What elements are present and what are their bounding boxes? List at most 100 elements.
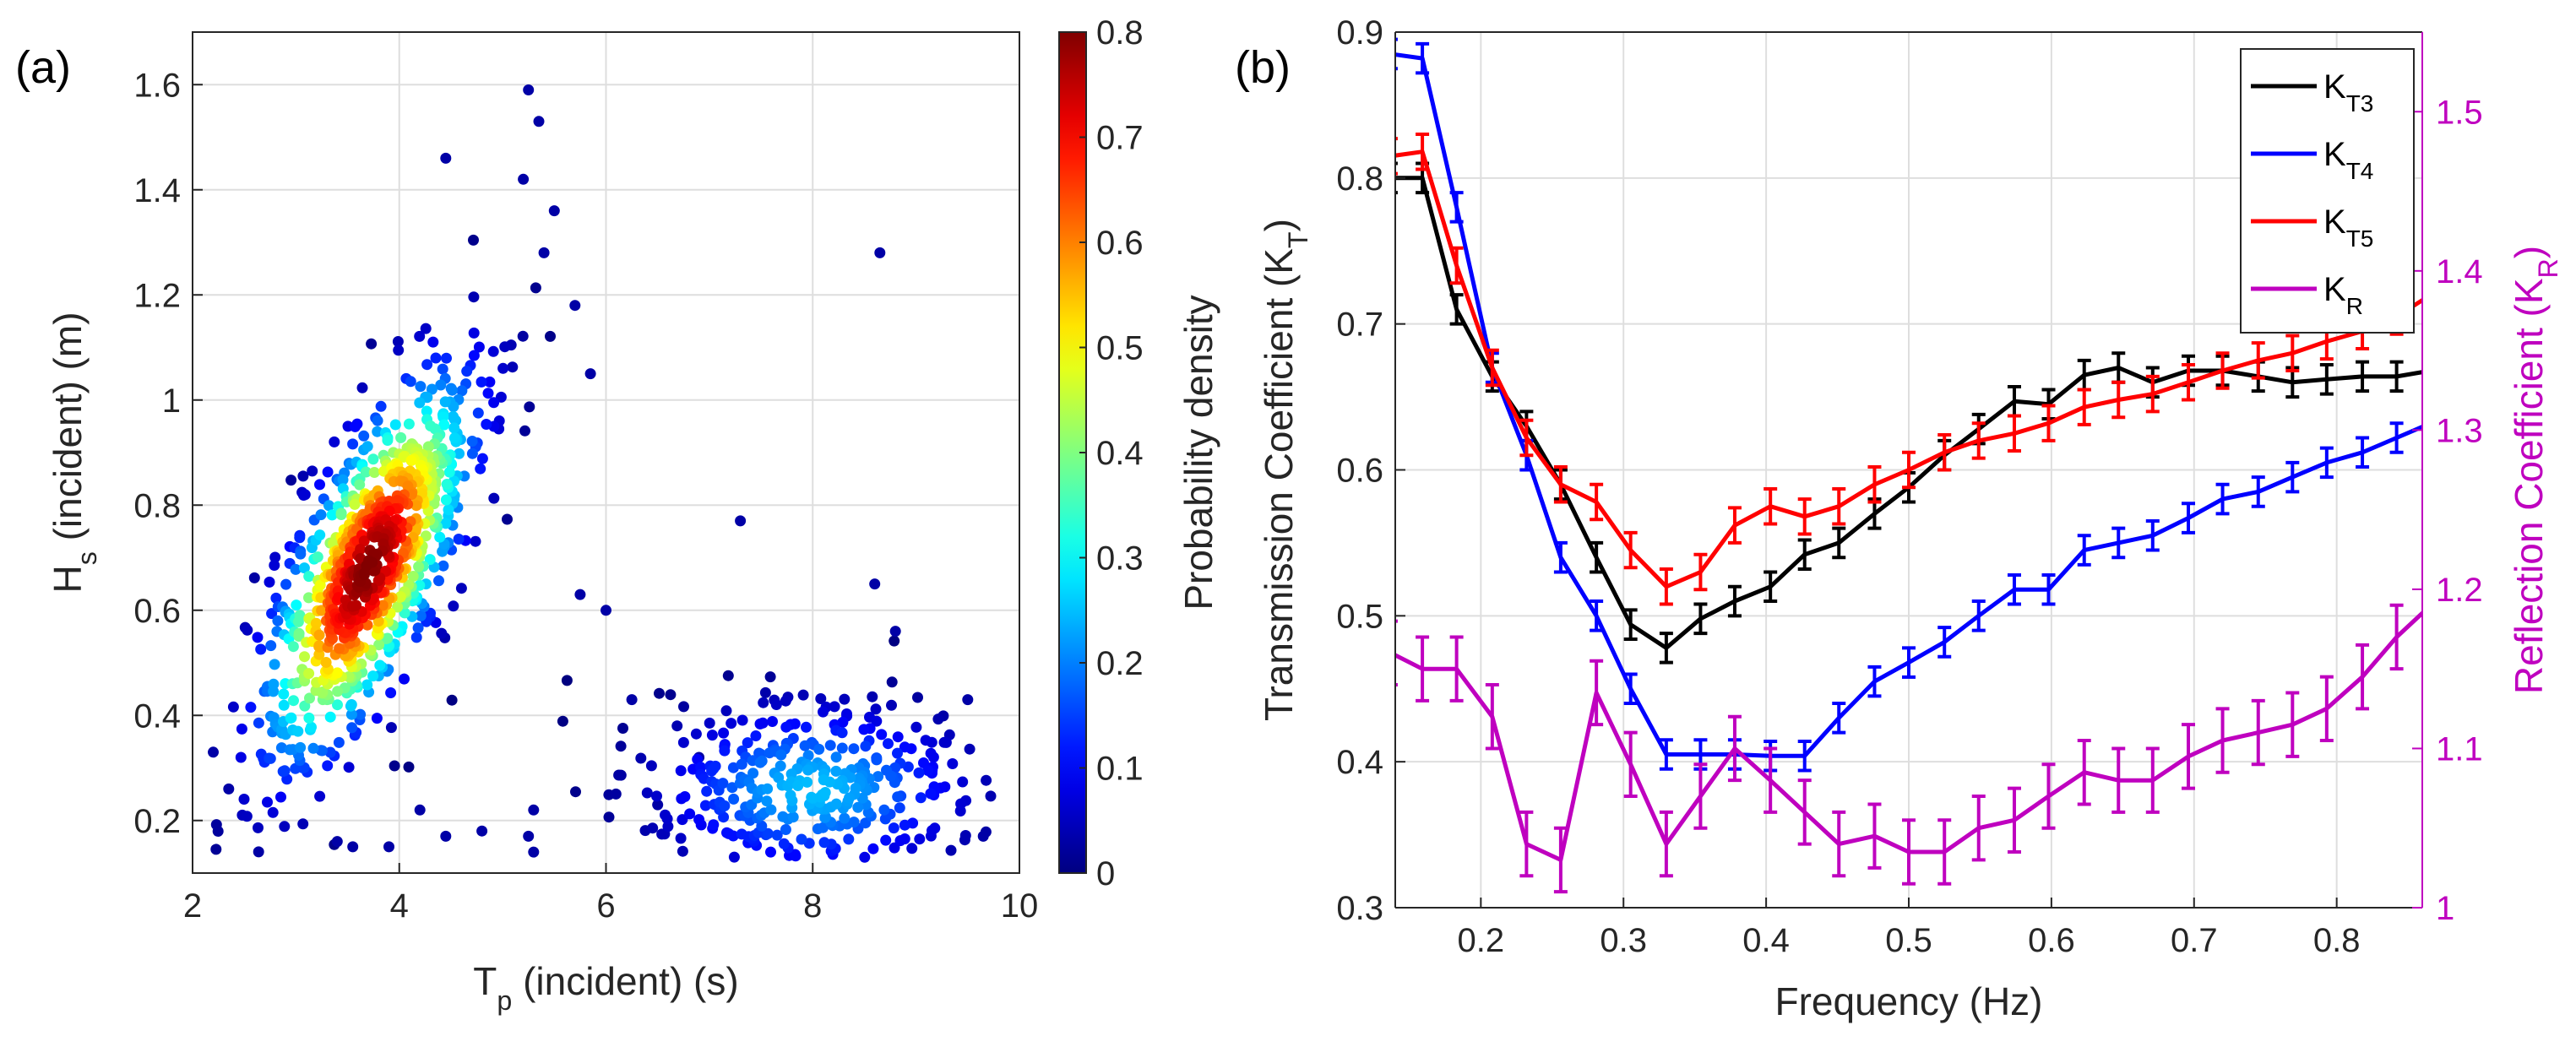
a-point	[355, 708, 367, 720]
b-ytick-right-label: 1.4	[2436, 253, 2483, 290]
a-point	[780, 695, 791, 707]
a-point	[528, 846, 540, 858]
a-point	[267, 806, 279, 818]
a-point	[777, 811, 789, 822]
a-point	[894, 802, 905, 814]
a-point	[829, 701, 840, 713]
a-scatter-points	[208, 84, 997, 863]
b-xtick-label: 0.7	[2171, 922, 2218, 959]
a-point	[678, 701, 689, 713]
a-point	[945, 844, 957, 856]
a-point	[472, 407, 484, 419]
a-point	[372, 616, 384, 627]
a-point	[645, 760, 657, 772]
a-point	[894, 835, 906, 847]
a-xtick-label: 10	[1001, 887, 1039, 925]
a-point	[377, 599, 389, 611]
a-point	[466, 436, 478, 447]
a-point	[603, 811, 615, 823]
a-point	[424, 554, 436, 566]
a-point	[361, 441, 373, 453]
a-point	[775, 749, 787, 761]
a-point	[870, 703, 882, 715]
a-point	[385, 687, 397, 698]
a-point	[372, 575, 384, 587]
a-point	[358, 535, 370, 547]
panel-b-label: (b)	[1235, 42, 1291, 93]
a-point	[806, 791, 818, 803]
a-point	[403, 418, 415, 430]
a-point	[475, 463, 486, 475]
a-point	[335, 509, 347, 520]
a-point	[728, 793, 740, 805]
a-point	[914, 833, 926, 845]
a-point	[652, 799, 664, 811]
a-point	[333, 736, 345, 748]
a-point	[329, 436, 340, 448]
a-point	[654, 687, 665, 699]
a-point	[356, 382, 368, 393]
a-point	[294, 532, 306, 544]
a-point	[361, 679, 373, 691]
a-point	[878, 804, 890, 816]
a-point	[818, 774, 829, 786]
a-point	[792, 780, 804, 791]
b-xtick-label: 0.2	[1458, 922, 1505, 959]
a-point	[443, 504, 454, 516]
a-point	[787, 811, 799, 823]
a-point	[236, 723, 247, 735]
b-ytick-right-label: 1.2	[2436, 572, 2483, 609]
b-legend-label: KT5	[2323, 203, 2373, 252]
a-point	[446, 384, 458, 396]
a-point	[440, 494, 452, 506]
a-point	[241, 811, 253, 822]
a-point	[839, 693, 851, 705]
a-point	[675, 833, 687, 844]
a-point	[482, 388, 494, 399]
a-ytick-label: 1.6	[133, 67, 181, 104]
a-point	[275, 742, 287, 754]
a-point	[455, 583, 467, 594]
a-point	[278, 688, 290, 700]
a-point	[421, 359, 433, 371]
a-point	[347, 841, 359, 853]
a-point	[420, 530, 432, 542]
a-point	[373, 639, 385, 651]
a-point	[626, 694, 638, 706]
a-point	[932, 713, 944, 725]
a-point	[570, 786, 581, 798]
b-xtick-label: 0.6	[2028, 922, 2075, 959]
a-point	[517, 330, 529, 342]
a-point	[248, 572, 260, 583]
a-point	[671, 720, 683, 732]
a-point	[719, 745, 731, 757]
a-point	[312, 551, 323, 563]
a-point	[843, 833, 855, 845]
a-point	[414, 330, 426, 342]
a-point	[848, 743, 860, 755]
a-point	[920, 735, 932, 746]
a-point	[476, 376, 487, 388]
a-point	[290, 762, 302, 774]
a-point	[584, 368, 596, 380]
a-point	[441, 479, 453, 490]
a-point	[367, 670, 379, 682]
a-point	[684, 808, 696, 820]
a-point	[886, 699, 897, 711]
a-point	[346, 722, 358, 734]
a-point	[313, 640, 325, 652]
b-series-k-r	[1395, 603, 2422, 894]
a-point	[399, 673, 410, 685]
a-point	[867, 691, 878, 703]
a-point	[899, 819, 910, 831]
a-point	[892, 791, 904, 803]
a-point	[839, 812, 851, 824]
a-point	[635, 752, 647, 764]
a-point	[528, 804, 540, 816]
a-point	[255, 643, 267, 655]
a-point	[747, 768, 759, 779]
a-point	[801, 721, 812, 733]
b-legend-box	[2240, 48, 2415, 334]
a-point	[883, 738, 894, 750]
